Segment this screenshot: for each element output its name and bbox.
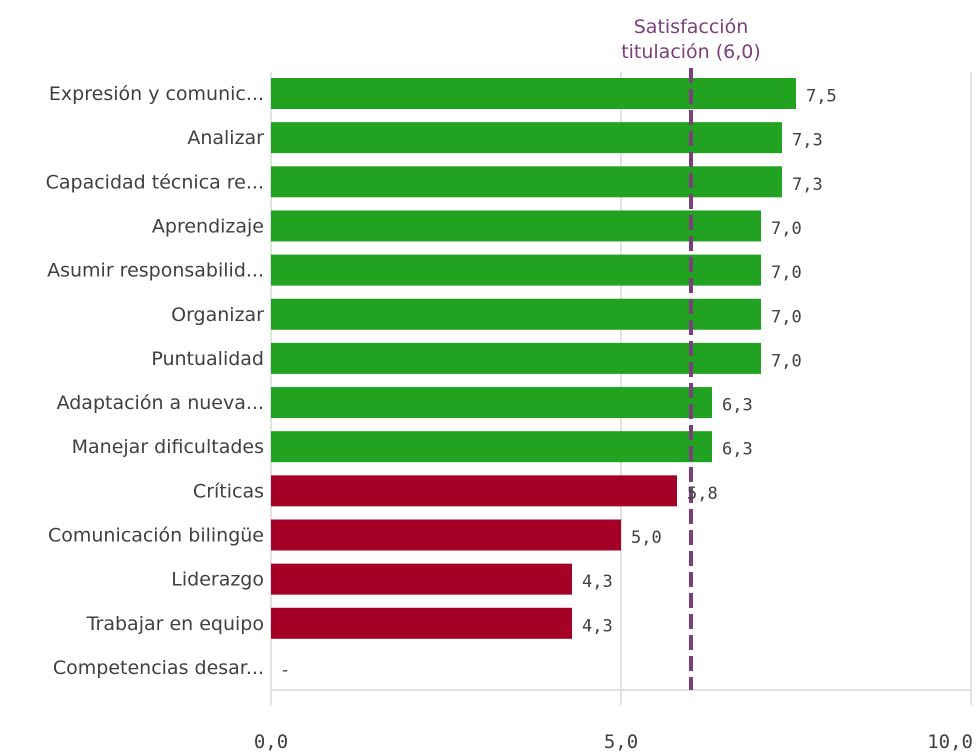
bar [271,431,712,462]
category-label: Manejar dificultades [72,436,264,458]
bar [271,564,572,595]
bar [271,78,796,109]
bar [271,387,712,418]
reference-line-label: titulación (6,0) [621,41,761,63]
category-label: Trabajar en equipo [86,613,264,635]
category-label: Expresión y comunic... [49,83,264,105]
data-label: 5,0 [631,528,662,548]
category-label: Adaptación a nueva... [57,392,264,414]
bar [271,255,761,286]
data-label: 6,3 [722,396,753,416]
data-label: 7,3 [792,131,823,151]
data-label: 6,3 [722,440,753,460]
data-label: - [280,660,290,680]
category-label: Organizar [171,304,264,326]
data-label: 7,5 [806,87,837,107]
bar [271,122,782,153]
category-label: Analizar [187,127,264,149]
bars-layer [271,78,796,639]
reference-line-label: Satisfacción [634,16,749,38]
bar [271,210,761,241]
bar [271,608,572,639]
data-label: 7,3 [792,175,823,195]
data-label: 7,0 [771,263,802,283]
category-label: Comunicación bilingüe [48,525,264,547]
bar [271,520,621,551]
bar [271,299,761,330]
bar [271,475,677,506]
category-label: Competencias desar... [53,657,264,679]
category-label: Asumir responsabilid... [47,260,264,282]
category-label: Críticas [193,480,264,502]
bar [271,166,782,197]
data-label: 4,3 [582,616,613,636]
data-label: 7,0 [771,307,802,327]
x-tick-label: 5,0 [604,731,638,753]
data-label: 5,8 [687,484,718,504]
bar [271,343,761,374]
data-label: 7,0 [771,219,802,239]
category-label: Capacidad técnica re... [46,171,264,193]
category-label: Aprendizaje [152,215,264,237]
category-label: Liderazgo [171,569,264,591]
x-tick-label: 0,0 [254,731,288,753]
data-label: 7,0 [771,351,802,371]
category-label: Puntualidad [151,348,264,370]
x-tick-label: 10,0 [927,731,973,753]
data-label: 4,3 [582,572,613,592]
